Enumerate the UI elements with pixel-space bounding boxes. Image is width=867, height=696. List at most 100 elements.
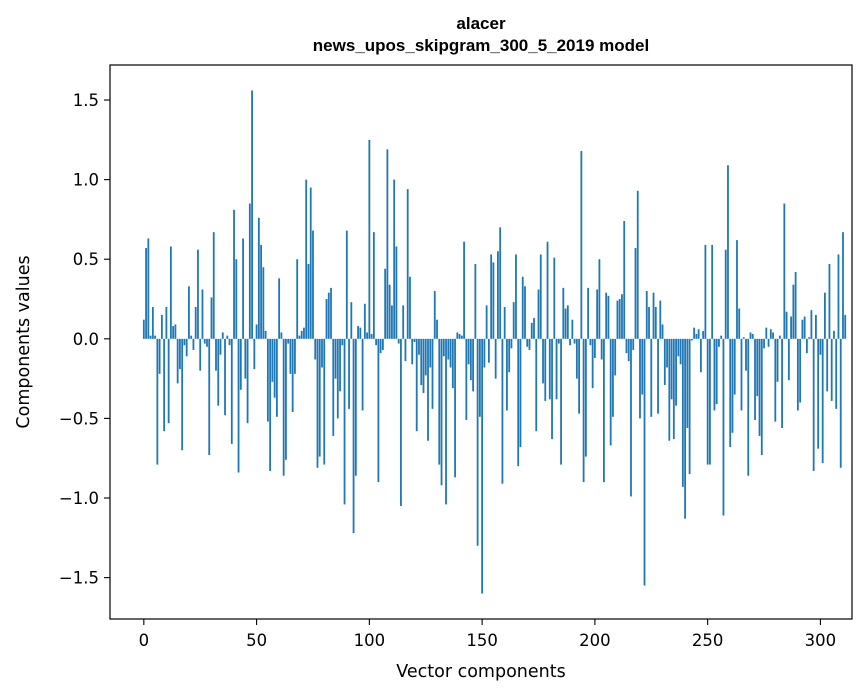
chart-title: alacer xyxy=(456,14,506,33)
bar xyxy=(706,338,709,465)
bar xyxy=(149,335,152,339)
y-tick-label: 0.0 xyxy=(73,330,99,349)
bar xyxy=(722,338,725,516)
bar xyxy=(521,276,524,339)
bar xyxy=(803,316,806,339)
bar xyxy=(379,338,382,354)
bar xyxy=(257,217,260,339)
bar xyxy=(774,338,777,422)
bar xyxy=(354,338,357,476)
bar xyxy=(402,305,405,339)
bar xyxy=(562,287,565,339)
bar xyxy=(465,338,468,421)
bar xyxy=(526,338,529,347)
bar xyxy=(345,230,348,339)
bar xyxy=(605,292,608,339)
bar xyxy=(503,306,506,339)
bar xyxy=(381,338,384,350)
bar xyxy=(248,203,251,339)
bar xyxy=(517,338,520,467)
bar xyxy=(463,241,465,339)
bar xyxy=(785,311,788,339)
bar xyxy=(749,332,752,339)
bar xyxy=(830,338,833,401)
y-axis-label: Components values xyxy=(14,255,34,428)
bar xyxy=(341,338,344,346)
bar xyxy=(352,338,355,534)
bar xyxy=(580,150,583,339)
bar xyxy=(801,319,804,339)
bar xyxy=(636,190,639,339)
bar xyxy=(794,271,797,339)
bar xyxy=(560,338,562,465)
bar xyxy=(533,318,535,339)
bar xyxy=(515,254,517,339)
bar xyxy=(445,338,447,505)
bar xyxy=(158,338,161,374)
bar xyxy=(566,305,569,339)
bar xyxy=(778,335,781,339)
bar xyxy=(179,338,181,370)
bar xyxy=(756,338,759,397)
bar xyxy=(621,294,623,339)
bar xyxy=(819,338,822,355)
bar xyxy=(429,338,432,368)
bar xyxy=(478,338,481,417)
bar xyxy=(156,338,159,465)
bar xyxy=(589,338,592,346)
bar xyxy=(404,338,407,362)
bar xyxy=(634,248,637,339)
bar xyxy=(163,338,166,432)
bar xyxy=(661,324,664,339)
bar xyxy=(738,308,741,339)
bar xyxy=(375,338,378,346)
bar xyxy=(587,287,590,339)
bar xyxy=(476,338,479,546)
bar xyxy=(713,338,716,411)
x-tick-label: 50 xyxy=(246,631,267,650)
bar xyxy=(826,338,829,392)
bar xyxy=(212,232,215,339)
bar xyxy=(226,335,229,339)
bar xyxy=(201,289,204,339)
bar xyxy=(546,241,549,339)
bar xyxy=(652,292,655,339)
x-tick-label: 0 xyxy=(139,631,150,650)
bar xyxy=(312,230,314,339)
bar xyxy=(221,332,224,339)
bar xyxy=(363,303,366,339)
bar xyxy=(677,338,680,357)
bar xyxy=(318,338,321,457)
bar xyxy=(627,338,630,362)
bar xyxy=(451,338,454,389)
bar xyxy=(702,330,705,339)
bar xyxy=(542,338,544,384)
bar xyxy=(598,259,601,339)
bar xyxy=(607,295,610,339)
bar xyxy=(616,300,619,339)
bar xyxy=(147,238,150,339)
bar xyxy=(553,257,556,339)
bar xyxy=(679,338,682,365)
y-tick-label: 1.0 xyxy=(73,171,99,190)
bar xyxy=(244,338,247,379)
y-axis-ticks: 1.5 1.0 0.5 0.0 −0.5 −1.0 −1.5 xyxy=(59,91,110,588)
bar xyxy=(391,305,393,339)
bar xyxy=(447,338,450,360)
bar xyxy=(839,338,842,468)
bar xyxy=(386,149,389,339)
bar xyxy=(643,338,646,586)
bar xyxy=(368,139,371,339)
bar xyxy=(190,335,193,339)
bar xyxy=(145,248,147,339)
bar xyxy=(675,338,677,406)
bar xyxy=(467,338,470,365)
bar xyxy=(582,338,585,483)
bar xyxy=(285,338,287,460)
bar xyxy=(593,338,596,358)
bar xyxy=(327,292,330,339)
bar xyxy=(799,338,802,403)
bar xyxy=(458,334,461,339)
bar xyxy=(253,338,256,370)
plot-frame xyxy=(109,64,853,620)
